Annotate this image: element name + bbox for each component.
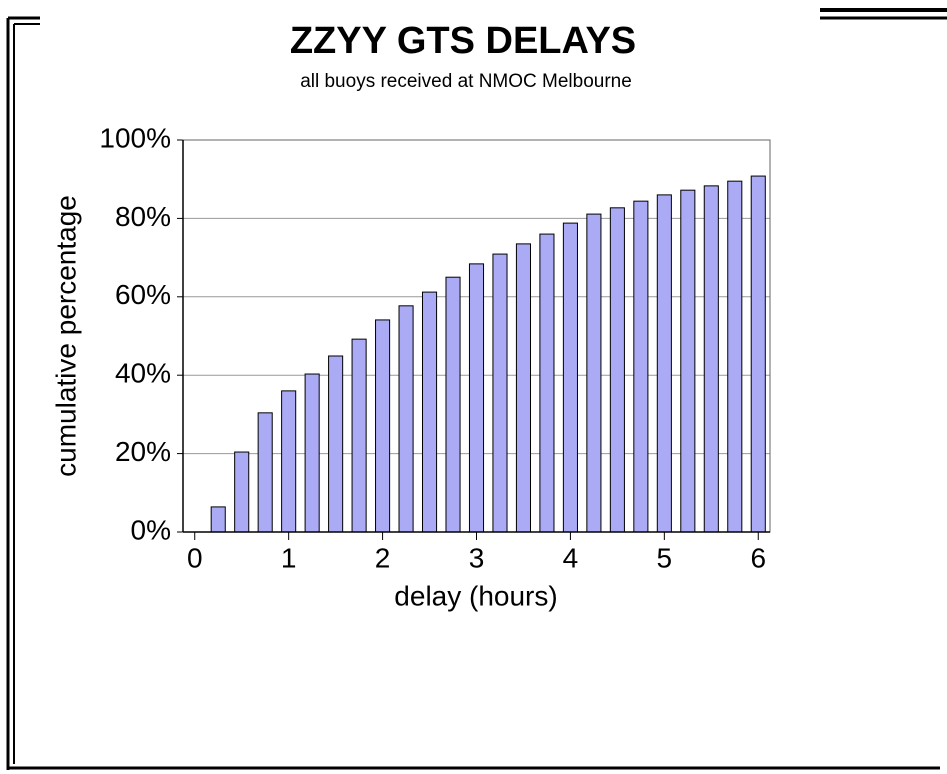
bar (234, 451, 250, 533)
bar (421, 291, 438, 533)
y-tick-label: 80% (115, 201, 171, 232)
x-tick-label: 3 (469, 542, 485, 573)
bar (539, 233, 555, 533)
chart-title: ZZYY GTS DELAYS (290, 20, 636, 62)
bar (562, 222, 578, 533)
bar (680, 189, 696, 533)
bar (328, 355, 344, 533)
chart-subtitle: all buoys received at NMOC Melbourne (300, 71, 632, 92)
x-axis-label: delay (hours) (394, 580, 557, 611)
bar (375, 319, 391, 533)
bar (281, 390, 297, 533)
bar (257, 412, 273, 533)
frame (6, 8, 947, 770)
bar (468, 263, 485, 533)
bar (398, 305, 414, 533)
y-tick-label: 20% (115, 436, 171, 467)
bar (515, 243, 532, 533)
x-tick-label: 1 (281, 542, 297, 573)
x-tick-label: 2 (375, 542, 391, 573)
x-tick-label: 4 (563, 542, 579, 573)
bar (304, 373, 320, 533)
bar (727, 180, 743, 533)
bar (656, 194, 672, 533)
bar (750, 175, 766, 533)
x-tick-label: 6 (750, 542, 766, 573)
y-tick-label: 100% (99, 122, 171, 153)
y-tick-label: 0% (131, 514, 171, 545)
y-tick-label: 40% (115, 358, 171, 389)
bar (492, 253, 508, 533)
y-tick-label: 60% (115, 279, 171, 310)
bar (210, 506, 226, 533)
y-axis-label: cumulative percentage (50, 195, 81, 477)
x-tick-label: 0 (187, 542, 203, 573)
x-tick-label: 5 (657, 542, 673, 573)
bar (586, 213, 602, 533)
bar (445, 276, 461, 533)
bar (609, 207, 625, 533)
bar (351, 338, 367, 533)
bar (633, 200, 649, 533)
bar (703, 185, 719, 533)
